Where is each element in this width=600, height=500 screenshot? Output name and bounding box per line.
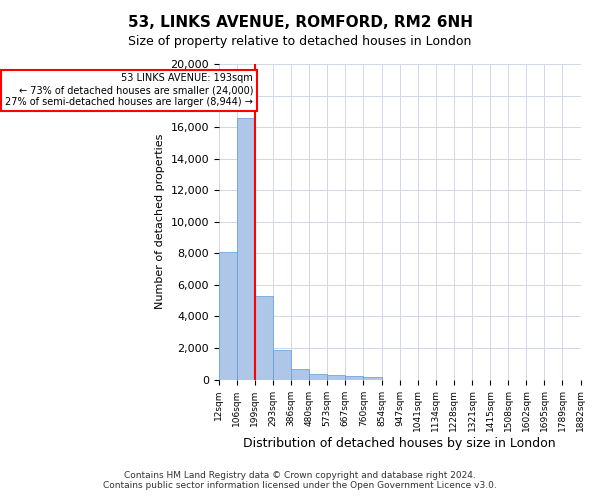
Text: Contains HM Land Registry data © Crown copyright and database right 2024.
Contai: Contains HM Land Registry data © Crown c… <box>103 470 497 490</box>
X-axis label: Distribution of detached houses by size in London: Distribution of detached houses by size … <box>243 437 556 450</box>
Bar <box>219 252 237 380</box>
Bar <box>291 368 309 380</box>
Y-axis label: Number of detached properties: Number of detached properties <box>155 134 165 310</box>
Bar <box>327 375 346 380</box>
Bar <box>309 374 327 380</box>
Bar <box>255 296 273 380</box>
Text: 53, LINKS AVENUE, ROMFORD, RM2 6NH: 53, LINKS AVENUE, ROMFORD, RM2 6NH <box>128 15 473 30</box>
Bar <box>364 377 382 380</box>
Text: 53 LINKS AVENUE: 193sqm
← 73% of detached houses are smaller (24,000)
27% of sem: 53 LINKS AVENUE: 193sqm ← 73% of detache… <box>5 74 253 106</box>
Bar <box>346 376 364 380</box>
Bar <box>237 118 255 380</box>
Bar <box>273 350 291 380</box>
Text: Size of property relative to detached houses in London: Size of property relative to detached ho… <box>128 35 472 48</box>
